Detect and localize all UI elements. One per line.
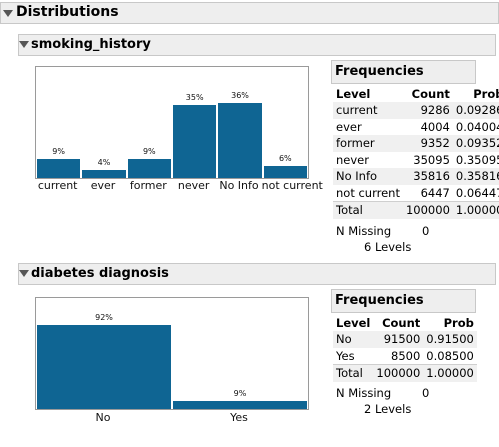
- section-header-diabetes-diagnosis[interactable]: [18, 263, 496, 285]
- disclosure-triangle-icon[interactable]: [19, 41, 29, 48]
- prob-cell: 0.06447: [455, 185, 499, 200]
- category-tick-label: No: [95, 411, 111, 424]
- bar-data-label: 9%: [52, 147, 65, 156]
- disclosure-triangle-icon[interactable]: [19, 270, 29, 277]
- table-row: current 9286 0.09286: [333, 102, 499, 119]
- section-header-smoking-history[interactable]: [18, 34, 496, 56]
- frequencies-table: LevelCountProbcurrent92860.09286ever4004…: [333, 86, 499, 219]
- bar-data-label: 4%: [97, 158, 111, 167]
- frequencies-header[interactable]: Frequencies: [331, 60, 476, 84]
- disclosure-triangle-icon[interactable]: [3, 10, 13, 17]
- table-header-row: Level Count Prob: [333, 315, 477, 331]
- bar-not-current[interactable]: [263, 166, 307, 178]
- levels-count: 6 Levels: [364, 240, 412, 254]
- level-cell: never: [336, 152, 369, 167]
- category-tick-label: No Info: [219, 179, 259, 192]
- n-missing-value: 0: [422, 224, 430, 238]
- count-cell: 35095: [413, 152, 450, 167]
- level-cell: ever: [336, 119, 362, 134]
- prob-cell: 0.91500: [423, 331, 477, 348]
- table-row: Total 100000 1.00000: [333, 201, 499, 219]
- category-tick-label: ever: [90, 179, 116, 192]
- bar-data-label: 9%: [233, 389, 247, 398]
- count-cell: 8500: [391, 348, 421, 363]
- frequencies-header[interactable]: Frequencies: [331, 289, 476, 313]
- n-missing-value: 0: [422, 386, 430, 400]
- section-title: diabetes diagnosis: [31, 266, 169, 281]
- column-header-level[interactable]: Level: [336, 87, 371, 101]
- n-missing-label: N Missing: [336, 224, 392, 238]
- table-row: never 35095 0.35095: [333, 152, 499, 169]
- count-cell: 9352: [402, 135, 453, 152]
- level-cell: not current: [336, 185, 400, 200]
- bar-no-info[interactable]: [218, 103, 262, 178]
- table-row: Yes 8500 0.08500: [333, 348, 477, 365]
- count-cell: 4004: [420, 119, 450, 134]
- category-tick-label: Yes: [230, 411, 248, 424]
- bar-no[interactable]: [37, 325, 171, 409]
- category-tick-label: never: [177, 179, 210, 192]
- table-row: former 9352 0.09352: [333, 135, 499, 152]
- section-title: smoking_history: [31, 37, 151, 52]
- level-cell: current: [333, 102, 403, 119]
- bar-ever[interactable]: [82, 170, 126, 178]
- count-cell: 91500: [373, 331, 424, 348]
- table-row: ever 4004 0.04004: [333, 119, 499, 136]
- table-header-row: Level Count Prob: [333, 86, 499, 102]
- category-tick-label: former: [129, 179, 167, 192]
- bar-current[interactable]: [37, 159, 81, 178]
- level-cell: No Info: [333, 168, 403, 185]
- levels-count: 2 Levels: [364, 402, 412, 416]
- prob-cell: 0.04004: [455, 119, 499, 134]
- category-tick-label: current: [37, 179, 78, 192]
- bar-data-label: 35%: [185, 93, 204, 102]
- n-missing-label: N Missing: [336, 386, 392, 400]
- count-cell: 100000: [373, 364, 424, 382]
- level-cell: Total: [333, 364, 374, 382]
- table-row: No 91500 0.91500: [333, 331, 477, 348]
- category-tick-label: not current: [261, 179, 323, 192]
- prob-cell: 0.09286: [452, 102, 499, 119]
- table-row: Total 100000 1.00000: [333, 364, 477, 382]
- column-header-count[interactable]: Count: [411, 87, 450, 101]
- prob-cell: 0.09352: [452, 135, 499, 152]
- bar-data-label: 36%: [231, 91, 249, 100]
- prob-cell: 0.35816: [452, 168, 499, 185]
- count-cell: 6447: [420, 185, 450, 200]
- table-row: not current 6447 0.06447: [333, 185, 499, 202]
- prob-cell: 1.00000: [452, 201, 499, 219]
- level-cell: Yes: [336, 348, 355, 363]
- bar-never[interactable]: [173, 105, 217, 178]
- column-header-count[interactable]: Count: [382, 316, 421, 330]
- column-header-level[interactable]: Level: [336, 316, 371, 330]
- level-cell: Total: [333, 201, 403, 219]
- table-row: No Info 35816 0.35816: [333, 168, 499, 185]
- level-cell: No: [333, 331, 374, 348]
- frequencies-table: Level Count Prob No 91500 0.91500 Yes 8500 0.085…: [333, 315, 477, 382]
- level-cell: former: [333, 135, 403, 152]
- window-title: Distributions: [16, 4, 119, 20]
- bar-former[interactable]: [127, 159, 171, 178]
- bar-data-label: 92%: [95, 313, 113, 322]
- count-cell: 35816: [402, 168, 453, 185]
- smoking-history-bar-chart: 9% 4% 9% 35% 36% 6%: [35, 66, 309, 179]
- count-cell: 9286: [402, 102, 453, 119]
- diabetes-diagnosis-bar-chart: 92% 9%: [35, 297, 309, 410]
- column-header-prob[interactable]: Prob: [473, 87, 499, 101]
- prob-cell: 1.00000: [423, 364, 477, 382]
- count-cell: 100000: [402, 201, 453, 219]
- column-header-prob[interactable]: Prob: [443, 316, 474, 330]
- bar-yes[interactable]: [173, 401, 307, 409]
- prob-cell: 0.35095: [455, 152, 499, 167]
- bar-data-label: 9%: [142, 147, 156, 156]
- bar-data-label: 6%: [278, 154, 292, 163]
- prob-cell: 0.08500: [426, 348, 474, 363]
